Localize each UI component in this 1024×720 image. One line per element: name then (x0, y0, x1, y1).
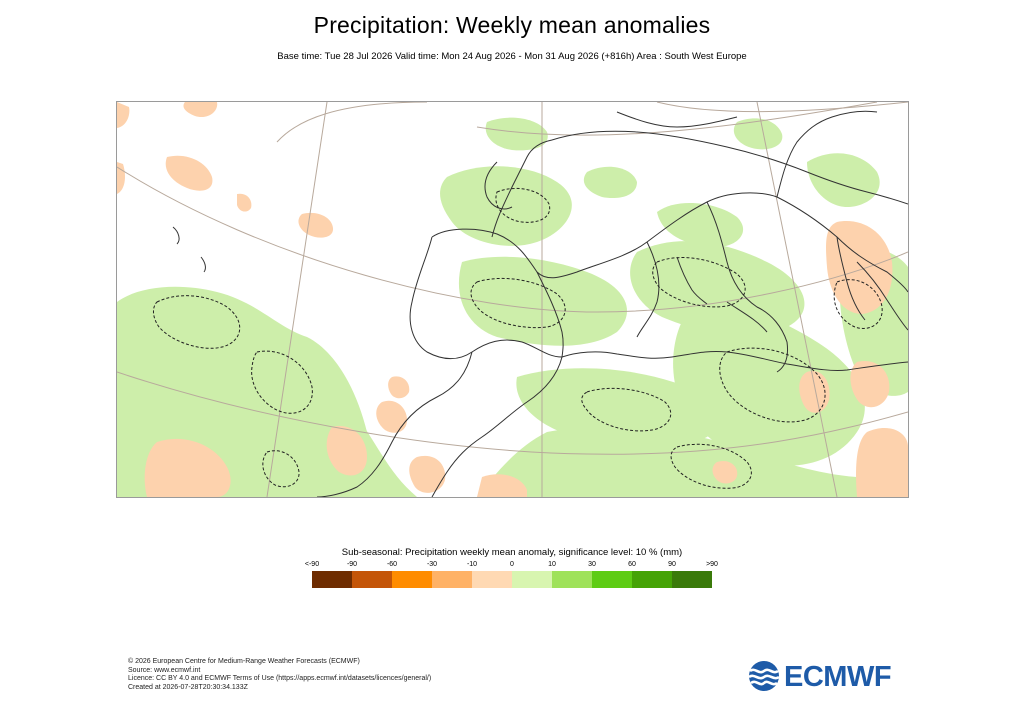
copyright-line: © 2026 European Centre for Medium-Range … (128, 658, 360, 665)
ecmwf-logo: ECMWF (746, 660, 906, 693)
legend-swatch (352, 571, 392, 588)
legend-label: 60 (628, 561, 636, 568)
legend-labels: <-90 -90 -60 -30 -10 0 10 30 60 90 >90 (305, 561, 718, 571)
legend-label: -90 (346, 561, 358, 568)
ecmwf-emblem-icon (748, 661, 780, 691)
legend-swatch (472, 571, 512, 588)
legend-label: -30 (426, 561, 438, 568)
graticule-lines (117, 102, 908, 497)
legend-label: <-90 (304, 561, 320, 568)
legend-label: 30 (588, 561, 596, 568)
significance-contours (153, 188, 883, 489)
legend-swatch (552, 571, 592, 588)
source-line: Source: www.ecmwf.int (128, 666, 201, 674)
legend-label: 10 (548, 561, 556, 568)
wet-anomaly-areas (117, 117, 908, 497)
legend-swatch (672, 571, 712, 588)
legend-swatch (512, 571, 552, 588)
legend-color-bar (312, 571, 712, 588)
legend-swatch (312, 571, 352, 588)
legend-label: 90 (668, 561, 676, 568)
anomaly-map (116, 101, 909, 498)
licence-line: Licence: CC BY 4.0 and ECMWF Terms of Us… (128, 675, 432, 683)
chart-title: Precipitation: Weekly mean anomalies (313, 12, 711, 38)
legend-label: -10 (466, 561, 478, 568)
legend-label: -60 (386, 561, 398, 568)
ecmwf-logo-text: ECMWF (784, 661, 892, 693)
legend-label: 0 (510, 561, 514, 568)
created-line: Created at 2026-07-28T20:30:34.133Z (128, 683, 248, 691)
legend-title: Sub-seasonal: Precipitation weekly mean … (341, 547, 683, 558)
chart-subtitle: Base time: Tue 28 Jul 2026 Valid time: M… (277, 51, 747, 62)
legend-swatch (632, 571, 672, 588)
legend-swatch (392, 571, 432, 588)
legend-label: >90 (706, 561, 718, 568)
dry-anomaly-areas (117, 102, 908, 497)
footer-credits: © 2026 European Centre for Medium-Range … (128, 658, 431, 692)
map-canvas (117, 102, 908, 497)
legend-swatch (432, 571, 472, 588)
legend-swatch (592, 571, 632, 588)
